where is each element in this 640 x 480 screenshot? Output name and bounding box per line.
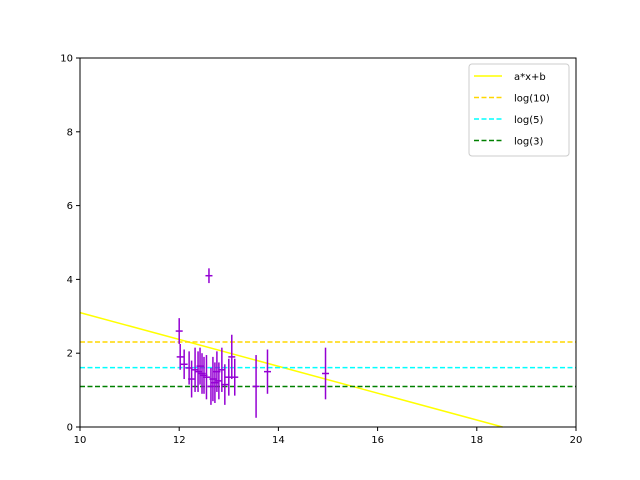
data-point (202, 355, 210, 400)
x-tick-label: 14 (272, 435, 285, 446)
data-points (175, 268, 330, 418)
x-tick-label: 18 (470, 435, 483, 446)
legend-label: log(5) (514, 115, 544, 126)
x-tick-label: 20 (570, 435, 583, 446)
x-tick-label: 16 (371, 435, 384, 446)
data-point (175, 318, 183, 344)
series-line-a-x-b (79, 311, 503, 428)
legend-label: log(10) (514, 94, 550, 105)
y-tick-label: 2 (67, 349, 73, 360)
data-point (252, 355, 260, 418)
data-point (221, 364, 229, 405)
y-axis: 0 2 4 6 8 10 (60, 54, 80, 434)
y-tick-label: 0 (67, 423, 73, 434)
y-tick-label: 6 (67, 201, 73, 212)
y-tick-label: 8 (67, 127, 73, 138)
data-point (188, 360, 196, 398)
legend: a*x+b log(10) log(5) log(3) (468, 63, 570, 157)
data-point (176, 343, 184, 370)
x-tick-label: 12 (173, 435, 186, 446)
reference-lines (79, 311, 576, 428)
legend-label: a*x+b (514, 72, 546, 83)
x-tick-label: 10 (74, 435, 87, 446)
data-point (263, 349, 271, 394)
legend-box (468, 63, 570, 157)
data-point (322, 347, 330, 400)
y-tick-label: 4 (67, 275, 73, 286)
y-tick-label: 10 (60, 54, 73, 65)
data-point (231, 358, 239, 396)
x-axis: 10 12 14 16 18 20 (74, 427, 583, 446)
legend-label: log(3) (514, 137, 544, 148)
data-point (228, 334, 236, 380)
plot-frame (79, 57, 577, 428)
data-point (205, 268, 213, 284)
data-point (180, 349, 188, 380)
